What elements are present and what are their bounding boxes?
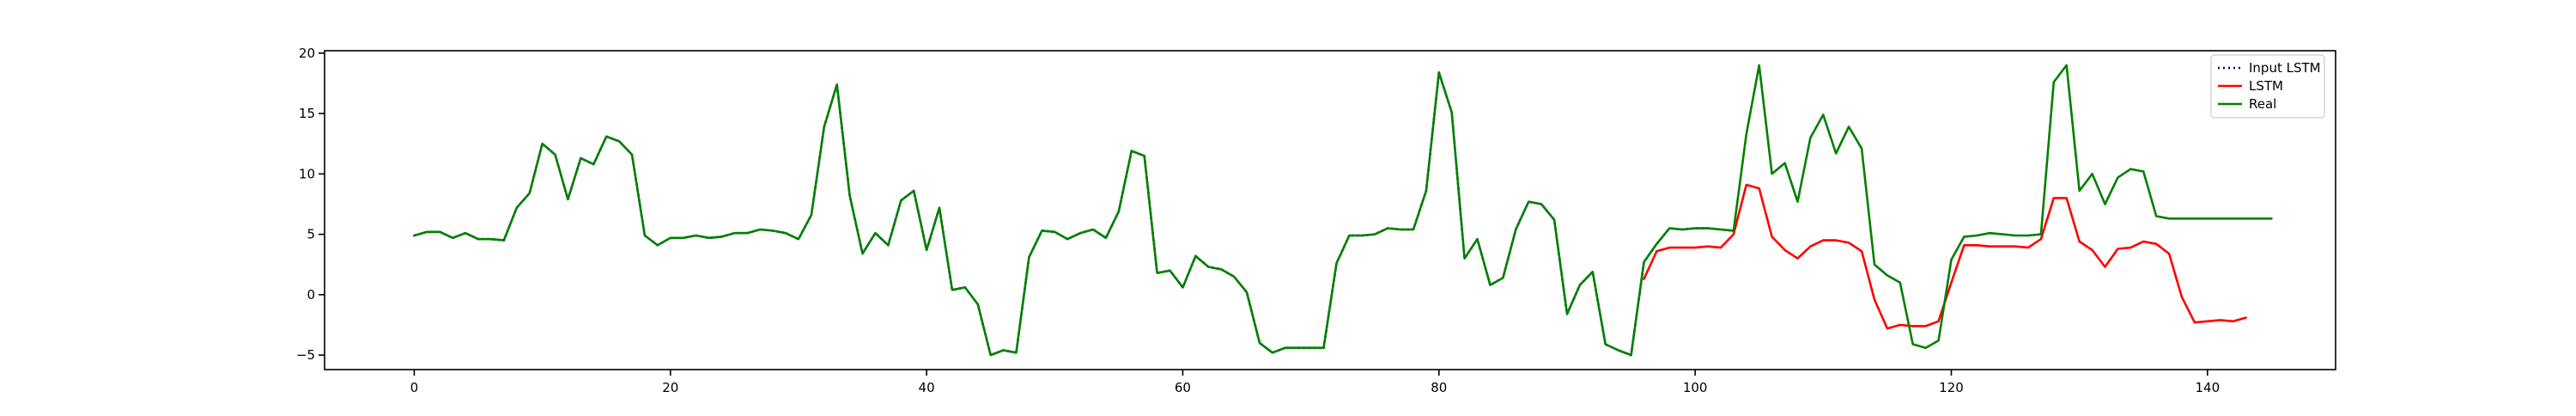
series-layer	[413, 64, 2273, 357]
legend-label-lstm: LSTM	[2249, 78, 2283, 94]
x-tick-label: 120	[1939, 380, 1964, 395]
legend-label-real: Real	[2249, 96, 2276, 112]
x-tick-label: 0	[410, 380, 419, 395]
legend-box	[2210, 54, 2325, 119]
x-axis: 0 20 40 60 80 100 120 140	[410, 370, 2221, 395]
x-tick-label: 80	[1431, 380, 1447, 395]
legend-label-input-lstm: Input LSTM	[2249, 60, 2321, 76]
x-tick-label: 140	[2196, 380, 2221, 395]
y-tick-label: 10	[299, 166, 315, 181]
series-line-real	[413, 64, 2273, 357]
x-tick-label: 40	[919, 380, 935, 395]
y-tick-label: 0	[307, 287, 315, 303]
y-tick-label: −5	[296, 347, 315, 363]
y-axis: −5 0 5 10 15 20	[296, 46, 325, 363]
legend: Input LSTM LSTM Real	[2210, 54, 2325, 119]
x-tick-label: 20	[662, 380, 678, 395]
y-tick-label: 15	[299, 106, 315, 121]
y-tick-label: 20	[299, 46, 315, 61]
plot-area-frame	[324, 50, 2336, 370]
y-tick-label: 5	[307, 227, 315, 242]
x-tick-label: 100	[1683, 380, 1708, 395]
x-tick-label: 60	[1175, 380, 1191, 395]
